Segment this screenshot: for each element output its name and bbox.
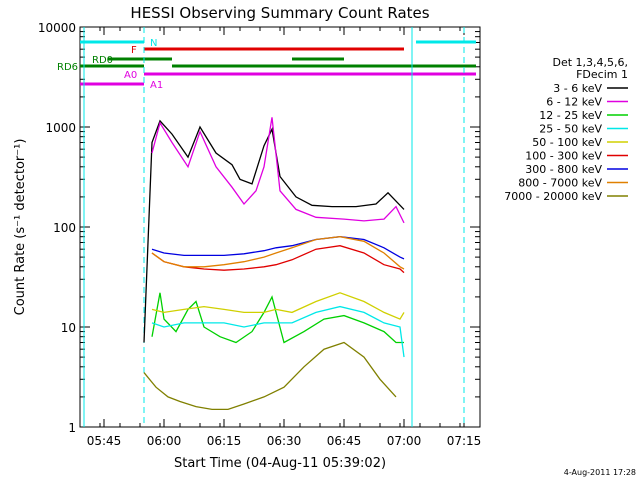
x-tick-label-3: 06:30 <box>267 434 302 448</box>
series-line-2 <box>151 292 404 344</box>
legend-label-1: 6 - 12 keV <box>546 96 602 109</box>
x-tick-label-2: 06:15 <box>207 434 242 448</box>
plot-frame <box>79 26 481 428</box>
legend-entry-7: 800 - 7000 keV <box>518 177 628 190</box>
y-tick-label-0: 1 <box>68 421 76 435</box>
state-label-rd6: RD6 <box>57 62 78 73</box>
series-line-7 <box>151 236 405 270</box>
legend-entry-2: 12 - 25 keV <box>539 109 628 122</box>
attenuator-state-bars: N F RD0 RD6 A0 A1 <box>57 27 476 427</box>
y-tick-label-1: 10 <box>61 321 76 335</box>
legend-label-7: 800 - 7000 keV <box>518 177 602 190</box>
y-axis-label: Count Rate (s⁻¹ detector⁻¹) <box>13 139 28 316</box>
legend-entry-0: 3 - 6 keV <box>553 82 628 95</box>
legend-entry-1: 6 - 12 keV <box>546 96 628 109</box>
series-line-5 <box>151 245 405 274</box>
series-line-4 <box>151 292 405 320</box>
state-label-n: N <box>150 38 157 49</box>
legend-entry-3: 25 - 50 keV <box>539 123 628 136</box>
series-line-1 <box>151 117 405 224</box>
legend-entry-8: 7000 - 20000 keV <box>504 190 628 203</box>
state-label-f: F <box>131 45 137 56</box>
legend-header-0: Det 1,3,4,5,6, <box>552 56 628 69</box>
date-stamp: 4-Aug-2011 17:28 <box>564 468 636 477</box>
series-line-0 <box>143 119 405 343</box>
x-tick-label-6: 07:15 <box>447 434 482 448</box>
legend-label-3: 25 - 50 keV <box>539 123 602 136</box>
series-line-8 <box>143 341 397 411</box>
legend-header-1: FDecim 1 <box>576 68 628 81</box>
x-tick-label-5: 07:00 <box>387 434 422 448</box>
legend-label-6: 300 - 800 keV <box>525 163 602 176</box>
legend-label-5: 100 - 300 keV <box>525 150 602 163</box>
legend-entry-6: 300 - 800 keV <box>525 163 628 176</box>
y-tick-label-3: 1000 <box>45 121 76 135</box>
series-line-3 <box>151 305 405 358</box>
legend-label-0: 3 - 6 keV <box>553 82 602 95</box>
series-line-6 <box>151 236 405 260</box>
y-tick-label-4: 10000 <box>38 21 76 35</box>
legend-label-4: 50 - 100 keV <box>532 136 602 149</box>
x-tick-label-4: 06:45 <box>327 434 362 448</box>
x-axis-label: Start Time (04-Aug-11 05:39:02) <box>174 456 386 471</box>
legend-entry-5: 100 - 300 keV <box>525 150 628 163</box>
x-axis: 05:45 06:00 06:15 06:30 06:45 07:00 07:15 <box>79 27 482 448</box>
y-axis: 1 10 100 1000 10000 <box>38 21 480 435</box>
legend-entry-4: 50 - 100 keV <box>532 136 628 149</box>
x-tick-label-0: 05:45 <box>87 434 122 448</box>
legend-label-2: 12 - 25 keV <box>539 109 602 122</box>
legend-label-8: 7000 - 20000 keV <box>504 190 602 203</box>
state-label-a0: A0 <box>124 70 137 81</box>
series-lines <box>143 117 405 411</box>
state-label-rd0: RD0 <box>92 55 113 66</box>
y-tick-label-2: 100 <box>53 221 76 235</box>
x-tick-label-1: 06:00 <box>147 434 182 448</box>
state-label-a1: A1 <box>150 80 163 91</box>
chart-title: HESSI Observing Summary Count Rates <box>130 4 429 22</box>
